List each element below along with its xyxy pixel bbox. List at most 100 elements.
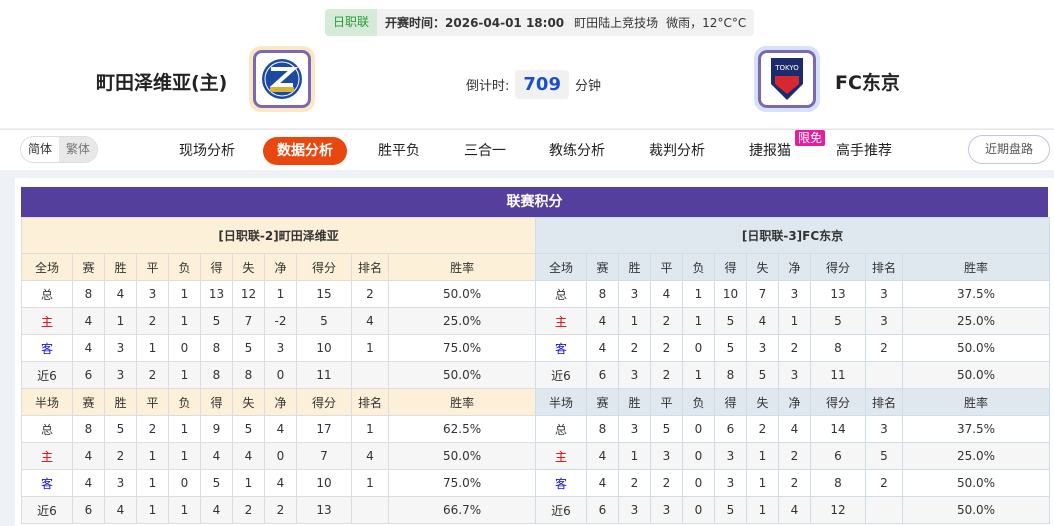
column-header: 平 — [650, 253, 683, 281]
cell: 50.0% — [387, 280, 537, 308]
table-row: 客 4 2 2 0 5 3 2 8 2 50.0% — [535, 334, 1051, 362]
cell: 3 — [264, 334, 297, 362]
tab-live-analysis[interactable]: 现场分析 — [179, 143, 235, 159]
cell: 2 — [865, 469, 903, 497]
column-header-row: 半场赛胜平负得失净得分 排名 胜率 — [535, 388, 1051, 416]
cell: 10 — [296, 469, 352, 497]
cell: 0 — [682, 334, 715, 362]
cell: 4 — [200, 496, 233, 524]
tab-coach-analysis[interactable]: 教练分析 — [549, 143, 605, 159]
table-row: 主 4 2 1 1 4 4 0 7 4 50.0% — [21, 442, 537, 470]
simplified-option[interactable]: 简体 — [28, 142, 53, 156]
cell: 9 — [200, 415, 233, 443]
column-header: 赛 — [72, 388, 105, 416]
cell — [351, 496, 389, 524]
cell: 3 — [618, 280, 651, 308]
table-row: 总 8 4 3 1 13 12 1 15 2 50.0% — [21, 280, 537, 308]
cell: 8 — [232, 361, 265, 389]
cell: 1 — [264, 280, 297, 308]
table-row: 主 4 1 3 0 3 1 2 6 5 25.0% — [535, 442, 1051, 470]
cell: 1 — [682, 280, 715, 308]
cell: 1 — [351, 415, 389, 443]
column-header: 失 — [232, 388, 265, 416]
team-standings-header: [日职联-3]FC东京 — [534, 217, 1051, 254]
cell: 15 — [296, 280, 352, 308]
cell: 25.0% — [387, 307, 537, 335]
cell: 3 — [746, 334, 779, 362]
cell: 3 — [650, 496, 683, 524]
table-row: 客 4 2 2 0 3 1 2 8 2 50.0% — [535, 469, 1051, 497]
cell: 25.0% — [901, 307, 1051, 335]
row-label: 总 — [535, 415, 587, 443]
cell: 4 — [72, 442, 105, 470]
cell: 5 — [232, 415, 265, 443]
cell — [351, 361, 389, 389]
cell: 1 — [168, 442, 201, 470]
cell: 1 — [136, 496, 169, 524]
cell: 13 — [200, 280, 233, 308]
cell: 1 — [136, 442, 169, 470]
cell: 2 — [778, 469, 811, 497]
cell: 5 — [296, 307, 352, 335]
traditional-option[interactable]: 繁体 — [59, 137, 98, 162]
cell: 50.0% — [901, 361, 1051, 389]
row-label: 总 — [535, 280, 587, 308]
tab-1x2[interactable]: 胜平负 — [378, 143, 420, 159]
cell: 3 — [865, 280, 903, 308]
cell: 4 — [586, 307, 619, 335]
away-standings-table: [日职联-3]FC东京 全场赛胜平负得失净得分 排名 胜率总 8 3 4 1 10 7 3 13 3 37… — [534, 217, 1051, 524]
table-row: 主 4 1 2 1 5 4 1 5 3 25.0% — [535, 307, 1051, 335]
cell: 6 — [810, 442, 866, 470]
home-team-name[interactable]: 町田泽维亚(主) — [96, 72, 228, 94]
free-badge: 限免 — [795, 130, 826, 146]
away-team-name[interactable]: FC东京 — [835, 72, 900, 94]
cell: 5 — [810, 307, 866, 335]
cell: 0 — [682, 496, 715, 524]
column-header: 胜 — [104, 253, 137, 281]
tab-expert-picks[interactable]: 高手推荐 — [836, 143, 892, 159]
cell: 8 — [200, 334, 233, 362]
column-header: 半场 — [21, 388, 73, 416]
cell: 5 — [104, 415, 137, 443]
cell: 2 — [618, 469, 651, 497]
tab-jiebaomao[interactable]: 捷报猫 — [749, 143, 791, 159]
cell: 66.7% — [387, 496, 537, 524]
column-header: 失 — [746, 253, 779, 281]
tab-three-in-one[interactable]: 三合一 — [464, 143, 506, 159]
cell: 1 — [168, 415, 201, 443]
column-header: 净 — [264, 388, 297, 416]
away-team-logo[interactable]: TOKYO — [754, 46, 820, 112]
cell: 3 — [104, 361, 137, 389]
column-header: 得分 — [810, 253, 866, 281]
row-label: 主 — [21, 442, 73, 470]
table-row: 近6 6 3 2 1 8 8 0 11 50.0% — [21, 361, 537, 389]
column-header: 全场 — [21, 253, 73, 281]
column-header: 平 — [136, 388, 169, 416]
cell: 7 — [232, 307, 265, 335]
column-header: 胜率 — [387, 253, 537, 281]
cell: 62.5% — [387, 415, 537, 443]
column-header: 排名 — [865, 253, 903, 281]
cell: 5 — [200, 307, 233, 335]
home-team-logo[interactable] — [249, 46, 315, 112]
cell: 2 — [746, 415, 779, 443]
tab-data-analysis[interactable]: 数据分析 — [263, 137, 347, 165]
column-header: 净 — [778, 388, 811, 416]
venue: 町田陆上竞技场 — [574, 16, 659, 30]
cell: 5 — [714, 496, 747, 524]
tab-referee-analysis[interactable]: 裁判分析 — [649, 143, 705, 159]
row-label: 客 — [535, 334, 587, 362]
countdown-label: 倒计时: — [466, 79, 510, 94]
league-badge[interactable]: 日职联 — [325, 9, 378, 36]
table-row: 主 4 1 2 1 5 7 -2 5 4 25.0% — [21, 307, 537, 335]
cell: 2 — [136, 307, 169, 335]
cell: 0 — [168, 469, 201, 497]
cell: 4 — [778, 496, 811, 524]
cell: 2 — [136, 415, 169, 443]
cell: 3 — [618, 496, 651, 524]
recent-odds-button[interactable]: 近期盘路 — [968, 135, 1050, 164]
cell: 1 — [168, 496, 201, 524]
cell: 3 — [104, 469, 137, 497]
table-row: 客 4 3 1 0 8 5 3 10 1 75.0% — [21, 334, 537, 362]
cell — [865, 496, 903, 524]
